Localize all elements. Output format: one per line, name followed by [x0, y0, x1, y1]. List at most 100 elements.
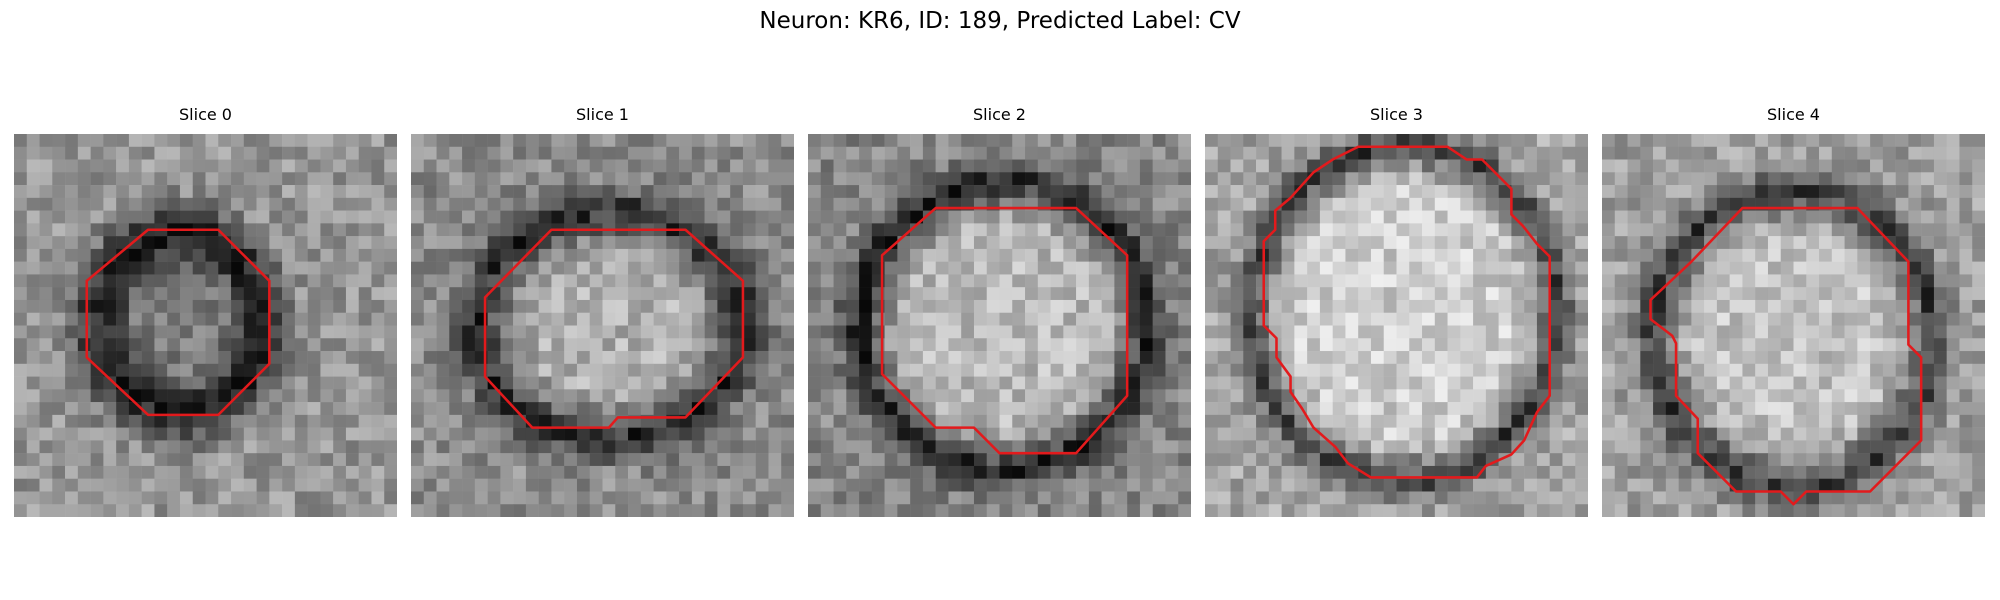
pixel — [1562, 172, 1576, 186]
pixel — [1536, 159, 1550, 173]
pixel — [1716, 248, 1730, 262]
pixel — [1127, 402, 1141, 416]
pixel — [1409, 478, 1423, 492]
pixel — [910, 363, 924, 377]
pixel — [411, 453, 425, 467]
pixel — [576, 389, 590, 403]
pixel — [846, 325, 860, 339]
pixel — [294, 363, 308, 377]
pixel — [1562, 414, 1576, 428]
pixel — [1857, 248, 1871, 262]
pixel — [1422, 172, 1436, 186]
pixel — [1767, 453, 1781, 467]
pixel — [1946, 210, 1960, 224]
pixel — [384, 427, 397, 441]
pixel — [231, 363, 245, 377]
pixel — [1767, 261, 1781, 275]
pixel — [1230, 338, 1244, 352]
pixel — [384, 325, 397, 339]
pixel — [1498, 325, 1512, 339]
pixel — [1831, 261, 1845, 275]
pixel — [179, 338, 193, 352]
pixel — [243, 325, 257, 339]
pixel — [90, 172, 104, 186]
pixel — [1921, 146, 1935, 160]
pixel — [1294, 504, 1308, 517]
pixel — [1217, 248, 1231, 262]
pixel — [320, 134, 334, 148]
pixel — [1742, 261, 1756, 275]
pixel — [986, 287, 1000, 301]
pixel — [320, 491, 334, 505]
pixel — [1665, 261, 1679, 275]
pixel — [859, 414, 873, 428]
pixel — [1640, 210, 1654, 224]
pixel — [218, 338, 232, 352]
pixel — [282, 185, 296, 199]
pixel — [1358, 414, 1372, 428]
pixel — [1575, 248, 1588, 262]
pixel — [1139, 414, 1153, 428]
pixel — [1972, 414, 1985, 428]
pixel — [487, 376, 501, 390]
pixel — [1819, 287, 1833, 301]
pixel — [294, 274, 308, 288]
pixel — [1972, 427, 1985, 441]
pixel — [513, 453, 527, 467]
pixel — [717, 146, 731, 160]
pixel — [1882, 440, 1896, 454]
pixel — [742, 402, 756, 416]
pixel — [1485, 402, 1499, 416]
pixel — [307, 376, 321, 390]
pixel — [1575, 440, 1588, 454]
pixel — [474, 146, 488, 160]
pixel — [640, 274, 654, 288]
pixel — [704, 223, 718, 237]
pixel — [1396, 185, 1410, 199]
pixel — [1524, 134, 1538, 148]
pixel — [1704, 478, 1718, 492]
pixel — [935, 248, 949, 262]
pixel — [922, 223, 936, 237]
pixel — [1959, 478, 1973, 492]
pixel — [564, 159, 578, 173]
pixel — [1294, 210, 1308, 224]
pixel — [500, 351, 514, 365]
pixel — [358, 223, 372, 237]
pixel — [1319, 223, 1333, 237]
pixel — [1332, 248, 1346, 262]
pixel — [1268, 504, 1282, 517]
pixel — [333, 453, 347, 467]
pixel — [231, 223, 245, 237]
pixel — [1307, 491, 1321, 505]
pixel — [973, 274, 987, 288]
pixel — [704, 453, 718, 467]
pixel — [1396, 146, 1410, 160]
pixel — [1139, 287, 1153, 301]
pixel — [1345, 414, 1359, 428]
pixel — [1422, 453, 1436, 467]
pixel — [1383, 478, 1397, 492]
pixel — [1755, 134, 1769, 148]
pixel — [1959, 299, 1973, 313]
pixel — [423, 312, 437, 326]
pixel — [192, 453, 206, 467]
pixel — [411, 134, 425, 148]
pixel — [1447, 159, 1461, 173]
pixel — [833, 440, 847, 454]
pixel — [1396, 210, 1410, 224]
pixel — [820, 491, 834, 505]
pixel — [691, 363, 705, 377]
pixel — [666, 261, 680, 275]
pixel — [449, 414, 463, 428]
pixel — [1012, 427, 1026, 441]
pixel — [77, 363, 91, 377]
pixel — [859, 236, 873, 250]
pixel — [910, 389, 924, 403]
pixel — [1139, 236, 1153, 250]
pixel — [628, 453, 642, 467]
pixel — [513, 504, 527, 517]
pixel — [1409, 414, 1423, 428]
pixel — [730, 159, 744, 173]
pixel — [1409, 504, 1423, 517]
